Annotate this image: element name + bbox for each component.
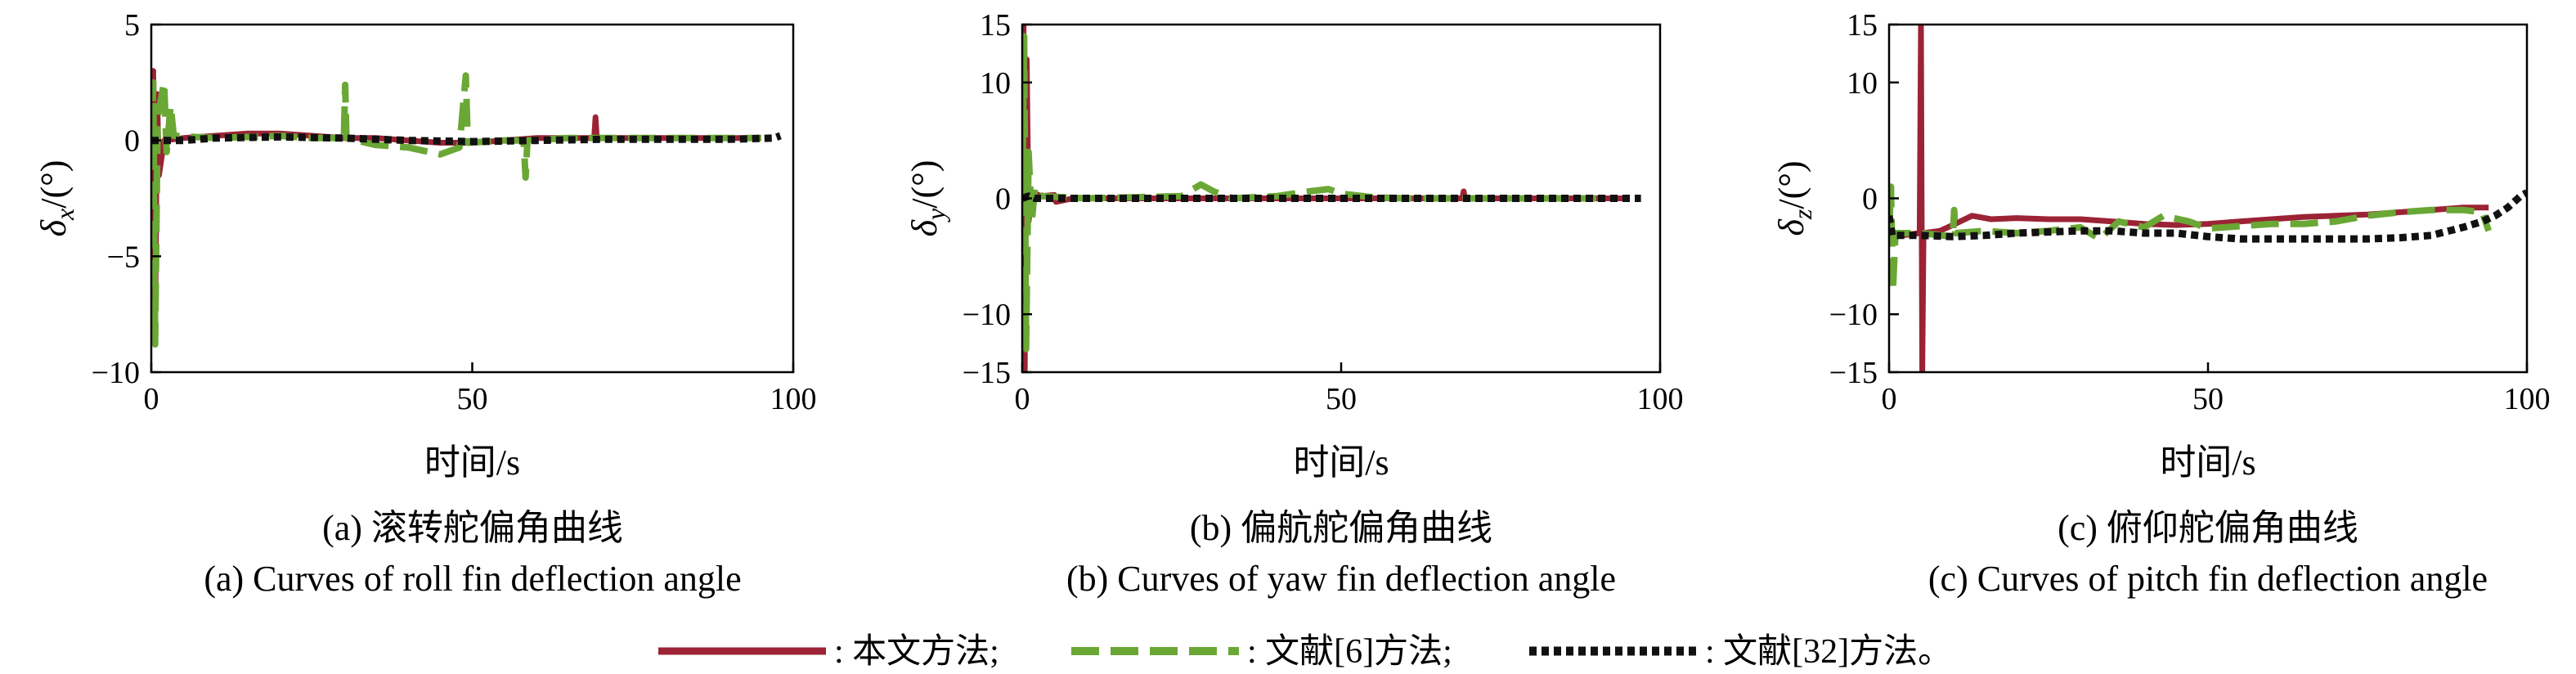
x-tick-label: 0 xyxy=(144,382,159,416)
caption-cn: (b) 偏航舵偏角曲线 xyxy=(1190,508,1492,548)
caption-cn: (a) 滚转舵偏角曲线 xyxy=(322,508,623,548)
y-tick-label: −5 xyxy=(107,240,140,274)
y-tick-label: 0 xyxy=(995,182,1011,217)
y-tick-label: −15 xyxy=(963,356,1011,390)
x-tick-label: 100 xyxy=(2504,382,2551,416)
legend: : 本文方法; : 文献[6]方法; : 文献[32]方法。 xyxy=(658,632,1952,671)
y-tick-label: 10 xyxy=(1847,66,1878,101)
y-tick-label: 15 xyxy=(980,8,1011,43)
y-tick-label: −10 xyxy=(1829,298,1878,332)
plot-frame xyxy=(150,23,795,374)
y-tick-label: 0 xyxy=(124,124,140,159)
plot-frame xyxy=(1887,23,2529,374)
series-group xyxy=(1022,25,1641,372)
series-line-b-2 xyxy=(1022,192,1641,202)
y-tick-label: 0 xyxy=(1862,182,1878,217)
y-axis-label: δz/(°) xyxy=(1771,160,1817,236)
y-tick-label: 5 xyxy=(124,8,140,43)
x-tick-label: 50 xyxy=(457,382,488,416)
x-tick-label: 100 xyxy=(770,382,817,416)
legend-label-1: : 文献[6]方法; xyxy=(1247,632,1452,671)
y-tick-label: 10 xyxy=(980,66,1011,101)
x-axis-label: 时间/s xyxy=(1293,443,1389,483)
series-line-a-2 xyxy=(151,132,782,146)
x-tick-label: 0 xyxy=(1882,382,1897,416)
caption-en: (b) Curves of yaw fin deflection angle xyxy=(1066,559,1616,599)
series-line-a-0 xyxy=(151,68,761,340)
x-tick-label: 50 xyxy=(1326,382,1357,416)
x-axis-label: 时间/s xyxy=(424,443,520,483)
legend-label-2: : 文献[32]方法。 xyxy=(1705,632,1952,671)
series-line-c-0 xyxy=(1889,25,2489,372)
caption-en: (c) Curves of pitch fin deflection angle xyxy=(1928,559,2488,599)
y-tick-label: −10 xyxy=(92,356,140,390)
x-tick-label: 100 xyxy=(1637,382,1684,416)
x-axis-label: 时间/s xyxy=(2160,443,2255,483)
y-axis-label: δy/(°) xyxy=(904,160,950,237)
series-line-a-1 xyxy=(151,72,761,348)
caption-en: (a) Curves of roll fin deflection angle xyxy=(204,559,741,599)
y-tick-label: −10 xyxy=(963,298,1011,332)
y-axis-label: δx/(°) xyxy=(34,160,79,237)
x-tick-label: 0 xyxy=(1015,382,1030,416)
y-tick-label: 15 xyxy=(1847,8,1878,43)
series-line-b-1 xyxy=(1022,33,1596,353)
series-line-c-2 xyxy=(1889,189,2527,243)
series-line-c-1 xyxy=(1889,183,2492,294)
legend-label-0: : 本文方法; xyxy=(834,632,999,671)
x-tick-label: 50 xyxy=(2192,382,2224,416)
y-tick-label: −15 xyxy=(1829,356,1878,390)
series-group xyxy=(151,68,782,348)
series-group xyxy=(1889,25,2527,372)
caption-cn: (c) 俯仰舵偏角曲线 xyxy=(2058,508,2358,548)
